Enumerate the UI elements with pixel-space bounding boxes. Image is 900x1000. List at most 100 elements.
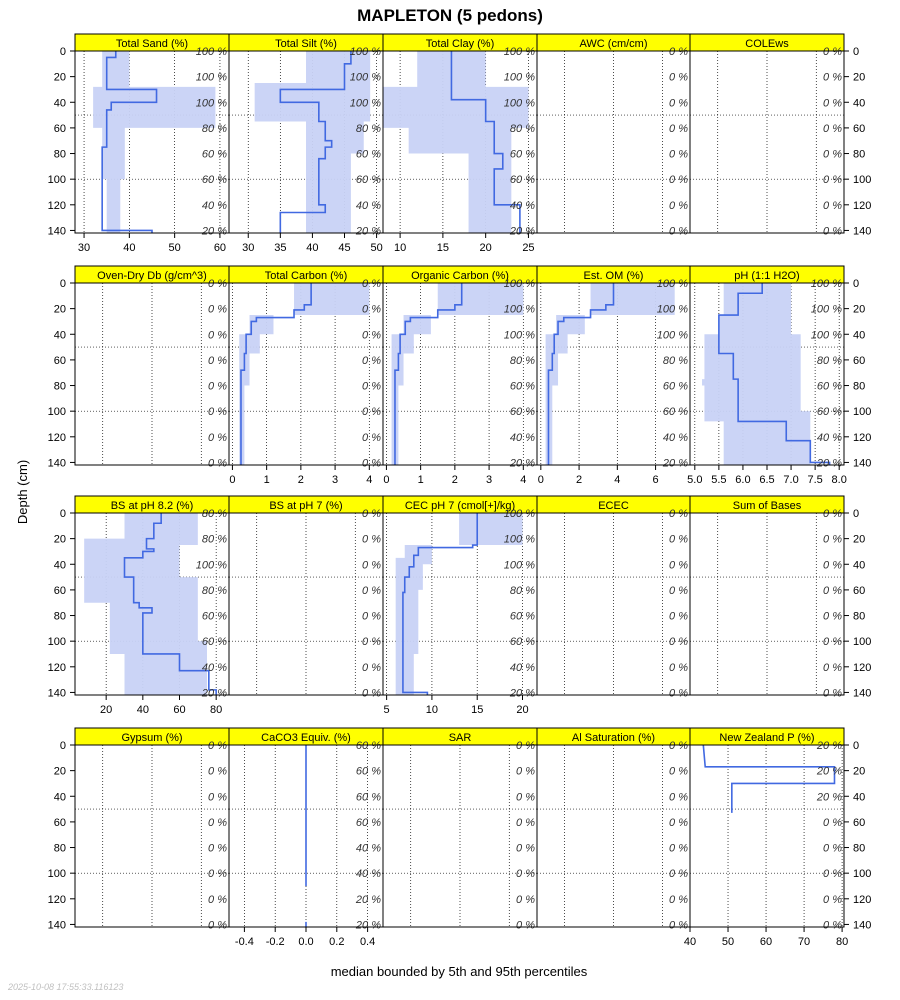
panel-title: ECEC: [598, 500, 629, 512]
panel-16: Gypsum (%) 0 % 0 % 0 % 0 % 0 % 0 % 0 % 0 %: [74, 727, 230, 931]
x-tick-label: 30: [78, 242, 90, 254]
contributing-pct-label: 20 %: [816, 791, 842, 803]
contributing-pct-label: 40 %: [510, 662, 535, 674]
x-tick-label: 0.4: [360, 936, 375, 948]
y-tick-label-left: 40: [54, 329, 66, 341]
percentile-band: [395, 513, 523, 695]
contributing-pct-label: 0 %: [669, 534, 688, 546]
contributing-pct-label: 100 %: [196, 559, 227, 571]
median-line: [123, 513, 217, 695]
y-tick-label-right: 100: [853, 174, 871, 186]
percentile-band: [391, 283, 524, 465]
y-tick-label-left: 60: [54, 585, 66, 597]
contributing-pct-label: 0 %: [208, 868, 227, 880]
panel-title: AWC (cm/cm): [579, 38, 647, 50]
contributing-pct-label: 0 %: [362, 508, 381, 520]
panel-border: [689, 744, 845, 928]
contributing-pct-label: 40 %: [202, 200, 227, 212]
x-tick-label: 10: [426, 704, 438, 716]
contributing-pct-label: 0 %: [823, 843, 842, 855]
panel-title: Oven-Dry Db (g/cm^3): [97, 270, 207, 282]
x-tick-label: 5.5: [711, 474, 726, 486]
median-line: [402, 513, 479, 695]
x-tick-label: 60: [214, 242, 226, 254]
y-tick-label-right: 0: [853, 278, 859, 290]
contributing-pct-label: 0 %: [362, 687, 381, 699]
contributing-pct-label: 0 %: [208, 304, 227, 316]
x-tick-label: 60: [173, 704, 185, 716]
y-tick-label-right: 0: [853, 508, 859, 520]
contributing-pct-label: 40 %: [510, 200, 535, 212]
x-tick-label: 0: [229, 474, 235, 486]
contributing-pct-label: 0 %: [669, 662, 688, 674]
contributing-pct-label: 60 %: [356, 766, 381, 778]
contributing-pct-label: 0 %: [208, 919, 227, 931]
x-tick-label: 6: [653, 474, 659, 486]
contributing-pct-label: 60 %: [510, 636, 535, 648]
contributing-pct-label: 40 %: [356, 868, 381, 880]
contributing-pct-label: 0 %: [208, 894, 227, 906]
contributing-pct-label: 0 %: [362, 432, 381, 444]
contributing-pct-label: 0 %: [516, 894, 535, 906]
y-tick-label-right: 140: [853, 919, 871, 931]
contributing-pct-label: 0 %: [823, 894, 842, 906]
y-tick-label-left: 0: [60, 508, 66, 520]
contributing-pct-label: 0 %: [362, 534, 381, 546]
y-tick-label-right: 60: [853, 123, 865, 135]
y-tick-label-right: 80: [853, 381, 865, 393]
y-axis-label: Depth (cm): [15, 460, 30, 524]
x-tick-label: -0.2: [266, 936, 285, 948]
y-tick-label-left: 40: [54, 97, 66, 109]
contributing-pct-label: 0 %: [669, 200, 688, 212]
panel-17: CaCO3 Equiv. (%) 60 % 60 % 60 % 60 % 40 % 40 %…: [228, 727, 384, 948]
percentile-band: [254, 51, 371, 233]
contributing-pct-label: 40 %: [817, 432, 842, 444]
panel-title: Sum of Bases: [733, 500, 802, 512]
y-tick-label-right: 120: [853, 432, 871, 444]
y-tick-label-right: 40: [853, 559, 865, 571]
median-line: [450, 51, 521, 233]
y-tick-label-right: 40: [853, 97, 865, 109]
x-tick-label: 20: [100, 704, 112, 716]
contributing-pct-label: 0 %: [669, 123, 688, 135]
x-tick-label: 5: [384, 704, 390, 716]
y-tick-label-left: 100: [48, 406, 66, 418]
panel-title: BS at pH 7 (%): [269, 500, 342, 512]
panel-3: Total Clay (%) 100 % 100 % 100 % 80 % 60 % 60 …: [382, 33, 538, 254]
x-tick-label: 20: [480, 242, 492, 254]
panel-6: Oven-Dry Db (g/cm^3)0 %0 %0 %0 %0 %0 %0 …: [74, 265, 230, 469]
y-tick-label-left: 120: [48, 662, 66, 674]
contributing-pct-label: 0 %: [669, 97, 688, 109]
y-tick-label-right: 60: [853, 817, 865, 829]
contributing-pct-label: 60 %: [510, 174, 535, 186]
y-tick-label-right: 120: [853, 662, 871, 674]
y-tick-label-left: 20: [54, 766, 66, 778]
panel-grid: Total Sand (%)100 %100 %100 %80 %60 %60 …: [48, 33, 871, 948]
x-tick-label: 50: [169, 242, 181, 254]
contributing-pct-label: 0 %: [669, 791, 688, 803]
contributing-pct-label: 0 %: [516, 740, 535, 752]
percentile-band: [239, 283, 370, 465]
contributing-pct-label: 0 %: [823, 687, 842, 699]
contributing-pct-label: 0 %: [516, 817, 535, 829]
panel-19: Al Saturation (%) 0 % 0 % 0 % 0 % 0 % 0 % 0 % 0 …: [536, 727, 691, 931]
percentile-band: [702, 283, 811, 465]
contributing-pct-label: 0 %: [516, 791, 535, 803]
contributing-pct-label: 60 %: [202, 611, 227, 623]
contributing-pct-label: 0 %: [362, 636, 381, 648]
x-tick-label: 40: [123, 242, 135, 254]
x-tick-label: 4: [520, 474, 526, 486]
panel-title: CEC pH 7 (cmol[+]/kg): [405, 500, 515, 512]
panel-title: New Zealand P (%): [719, 732, 814, 744]
contributing-pct-label: 0 %: [823, 559, 842, 571]
contributing-pct-label: 100 %: [504, 46, 535, 58]
contributing-pct-label: 0 %: [669, 46, 688, 58]
panel-title: Gypsum (%): [121, 732, 182, 744]
contributing-pct-label: 100 %: [504, 97, 535, 109]
contributing-pct-label: 0 %: [362, 406, 381, 418]
x-tick-label: 6.0: [735, 474, 750, 486]
y-tick-label-left: 120: [48, 432, 66, 444]
contributing-pct-label: 60 %: [202, 149, 227, 161]
median-line: [394, 283, 463, 465]
